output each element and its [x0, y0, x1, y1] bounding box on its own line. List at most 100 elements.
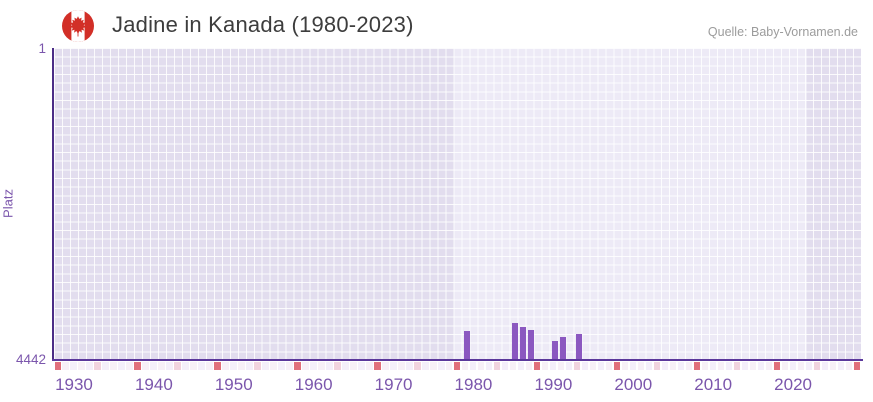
strip-cell-2006 — [677, 362, 685, 370]
strip-cell-2004 — [661, 362, 669, 370]
x-tick-label-1980: 1980 — [454, 375, 493, 394]
strip-cell-2016 — [757, 362, 765, 370]
x-tick-label-1950: 1950 — [214, 375, 253, 394]
strip-cell-1963 — [334, 362, 341, 370]
strip-cell-2026 — [837, 362, 844, 370]
strip-cell-1943 — [174, 362, 181, 370]
x-axis-line — [52, 359, 863, 361]
x-axis-ticks: 1930 1940 1950 1960 1970 1980 1990 2000 2010 2020 — [54, 375, 861, 395]
strip-cell-1993 — [573, 362, 581, 370]
strip-cell-2002 — [645, 362, 653, 370]
strip-cell-1979 — [461, 362, 469, 370]
strip-cell-2000 — [629, 362, 637, 370]
strip-cell-1951 — [238, 362, 245, 370]
rank-bar-1986[interactable] — [512, 322, 519, 360]
strip-cell-1955 — [270, 362, 277, 370]
rank-bar-1992[interactable] — [560, 337, 567, 360]
x-tick-label-2000: 2000 — [614, 375, 653, 394]
strip-cell-1970 — [390, 362, 397, 370]
strip-cell-1944 — [182, 362, 189, 370]
strip-cell-1964 — [342, 362, 349, 370]
strip-cell-1930 — [70, 362, 77, 370]
y-tick-bottom: 4442 — [15, 352, 46, 367]
strip-cell-1932 — [86, 362, 93, 370]
strip-cell-1994 — [581, 362, 589, 370]
strip-cell-1942 — [166, 362, 173, 370]
strip-cell-2011 — [717, 362, 725, 370]
strip-cell-1976 — [438, 362, 445, 370]
plot-area — [54, 48, 861, 360]
strip-cell-1959 — [302, 362, 309, 370]
canada-flag-icon — [62, 10, 94, 42]
strip-cell-2010 — [709, 362, 717, 370]
strip-cell-1928 — [54, 362, 61, 370]
y-tick-top: 1 — [38, 41, 46, 56]
strip-cell-1997 — [605, 362, 613, 370]
strip-cell-2022 — [805, 362, 813, 370]
strip-cell-1937 — [126, 362, 133, 370]
rank-bar-1991[interactable] — [552, 341, 559, 360]
y-axis-line — [52, 48, 54, 360]
strip-cell-1952 — [246, 362, 253, 370]
strip-cell-1988 — [533, 362, 541, 370]
grid-lines — [54, 48, 861, 360]
strip-cell-2021 — [797, 362, 805, 370]
strip-cell-2015 — [749, 362, 757, 370]
strip-cell-1950 — [230, 362, 237, 370]
strip-cell-1936 — [118, 362, 125, 370]
strip-cell-1981 — [477, 362, 485, 370]
source-label: Quelle: Baby-Vornamen.de — [707, 25, 858, 39]
bars-layer — [54, 48, 861, 360]
strip-cell-1995 — [589, 362, 597, 370]
strip-cell-1947 — [206, 362, 213, 370]
x-tick-label-1970: 1970 — [374, 375, 413, 394]
decade-strip — [54, 362, 865, 370]
strip-cell-1949 — [222, 362, 229, 370]
strip-cell-1956 — [278, 362, 285, 370]
strip-cell-1941 — [158, 362, 165, 370]
rank-bar-1988[interactable] — [528, 329, 535, 360]
strip-cell-1957 — [286, 362, 293, 370]
strip-cell-1974 — [422, 362, 429, 370]
strip-cell-1961 — [318, 362, 325, 370]
rank-bar-1994[interactable] — [576, 333, 583, 360]
strip-cell-2028 — [853, 362, 860, 370]
strip-cell-1960 — [310, 362, 317, 370]
strip-cell-1975 — [430, 362, 437, 370]
rank-bar-1987[interactable] — [520, 327, 527, 360]
x-tick-label-2020: 2020 — [774, 375, 812, 394]
strip-cell-1992 — [565, 362, 573, 370]
strip-cell-2019 — [781, 362, 789, 370]
page-title: Jadine in Kanada (1980-2023) — [112, 12, 414, 37]
strip-cell-1938 — [134, 362, 141, 370]
strip-cell-1945 — [190, 362, 197, 370]
strip-cell-2007 — [685, 362, 693, 370]
strip-cell-1940 — [150, 362, 157, 370]
strip-cell-1990 — [549, 362, 557, 370]
strip-cell-1929 — [62, 362, 69, 370]
x-tick-label-1930: 1930 — [55, 375, 93, 394]
strip-cell-1983 — [493, 362, 501, 370]
strip-cell-1948 — [214, 362, 221, 370]
strip-cell-2012 — [725, 362, 733, 370]
strip-cell-1968 — [374, 362, 381, 370]
strip-cell-2009 — [701, 362, 709, 370]
strip-cell-1978 — [454, 362, 461, 370]
strip-cell-1989 — [541, 362, 549, 370]
x-tick-label-1940: 1940 — [134, 375, 173, 394]
strip-cell-1971 — [398, 362, 405, 370]
strip-cell-1982 — [485, 362, 493, 370]
strip-cell-1972 — [406, 362, 413, 370]
strip-cell-1935 — [110, 362, 117, 370]
strip-cell-1985 — [509, 362, 517, 370]
strip-cell-1973 — [414, 362, 421, 370]
strip-cell-2024 — [821, 362, 829, 370]
strip-cell-1977 — [446, 362, 453, 370]
strip-cell-2018 — [773, 362, 781, 370]
strip-cell-2020 — [789, 362, 797, 370]
strip-cell-1931 — [78, 362, 85, 370]
strip-cell-1984 — [501, 362, 509, 370]
strip-cell-2005 — [669, 362, 677, 370]
rank-bar-1980[interactable] — [464, 330, 471, 360]
